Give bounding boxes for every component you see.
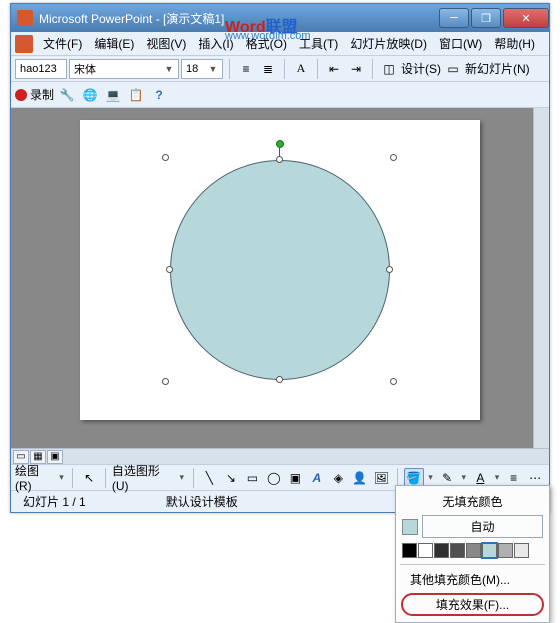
draw-menu[interactable]: 绘图(R) <box>15 462 55 493</box>
resize-handle[interactable] <box>390 154 397 161</box>
chevron-down-icon[interactable]: ▾ <box>459 472 469 483</box>
auto-color-button[interactable]: 自动 <box>422 515 543 538</box>
clipart-icon[interactable]: 👤 <box>350 468 370 488</box>
titlebar: Microsoft PowerPoint - [演示文稿1] ─ ❐ ✕ <box>11 4 549 32</box>
rotate-handle[interactable] <box>276 140 284 148</box>
numbering-icon[interactable]: ≣ <box>258 59 278 79</box>
circle-shape[interactable] <box>170 160 390 380</box>
fontsize-selector[interactable]: 18 ▼ <box>181 59 223 79</box>
fill-color-dropdown[interactable]: ▾ <box>426 472 436 483</box>
font-grow-icon[interactable]: A <box>291 59 311 79</box>
chevron-down-icon[interactable]: ▾ <box>177 472 187 483</box>
chevron-down-icon: ▼ <box>208 64 218 74</box>
menu-window[interactable]: 窗口(W) <box>433 33 488 54</box>
toolbar-icon-3[interactable]: 💻 <box>103 85 123 105</box>
template-name: 默认设计模板 <box>166 493 238 510</box>
resize-handle[interactable] <box>166 266 173 273</box>
menu-help[interactable]: 帮助(H) <box>488 33 541 54</box>
color-swatch[interactable] <box>482 543 497 558</box>
textbox-tool-icon[interactable]: ▣ <box>286 468 306 488</box>
slide-canvas <box>11 108 549 448</box>
menu-view[interactable]: 视图(V) <box>140 33 192 54</box>
chevron-down-icon[interactable]: ▾ <box>492 472 502 483</box>
newslide-label[interactable]: 新幻灯片(N) <box>465 60 530 77</box>
chevron-down-icon[interactable]: ▾ <box>57 472 67 483</box>
auto-color-swatch <box>402 519 418 535</box>
resize-handle[interactable] <box>276 376 283 383</box>
font-selector[interactable]: 宋体 ▼ <box>69 59 179 79</box>
increase-indent-icon[interactable]: ⇥ <box>346 59 366 79</box>
menu-insert[interactable]: 插入(I) <box>192 33 239 54</box>
slide[interactable] <box>80 120 480 420</box>
resize-handle[interactable] <box>162 154 169 161</box>
help-icon[interactable]: ? <box>149 85 169 105</box>
decrease-indent-icon[interactable]: ⇤ <box>324 59 344 79</box>
fill-color-menu: 无填充颜色 自动 其他填充颜色(M)... 填充效果(F)... <box>395 485 550 623</box>
newslide-icon[interactable]: ▭ <box>443 59 463 79</box>
close-button[interactable]: ✕ <box>503 8 549 28</box>
oval-tool-icon[interactable]: ◯ <box>264 468 284 488</box>
bullets-icon[interactable]: ≡ <box>236 59 256 79</box>
record-dot-icon <box>15 89 27 101</box>
color-swatch[interactable] <box>418 543 433 558</box>
pointer-icon[interactable]: ↖ <box>79 468 99 488</box>
menu-slideshow[interactable]: 幻灯片放映(D) <box>344 33 433 54</box>
menubar: 文件(F) 编辑(E) 视图(V) 插入(I) 格式(O) 工具(T) 幻灯片放… <box>11 32 549 56</box>
resize-handle[interactable] <box>276 156 283 163</box>
slide-counter: 幻灯片 1 / 1 <box>23 493 86 510</box>
toolbar-icon-2[interactable]: 🌐 <box>80 85 100 105</box>
toolbar-icon-4[interactable]: 📋 <box>126 85 146 105</box>
menu-edit[interactable]: 编辑(E) <box>88 33 140 54</box>
menu-format[interactable]: 格式(O) <box>240 33 293 54</box>
no-fill-item[interactable]: 无填充颜色 <box>400 490 545 513</box>
menu-tools[interactable]: 工具(T) <box>293 33 344 54</box>
record-label[interactable]: 录制 <box>30 86 54 103</box>
more-colors-item[interactable]: 其他填充颜色(M)... <box>400 568 545 591</box>
fill-effects-item[interactable]: 填充效果(F)... <box>401 593 544 616</box>
diagram-icon[interactable]: ◈ <box>329 468 349 488</box>
font-size: 18 <box>186 63 198 75</box>
view-bar: ▭ ▦ ▣ <box>11 448 549 464</box>
vertical-scrollbar[interactable] <box>533 108 549 448</box>
color-swatch[interactable] <box>498 543 513 558</box>
resize-handle[interactable] <box>162 378 169 385</box>
color-swatches <box>400 540 545 561</box>
powerpoint-icon <box>15 35 33 53</box>
picture-icon[interactable]: 🖼 <box>372 468 392 488</box>
rectangle-tool-icon[interactable]: ▭ <box>243 468 263 488</box>
color-swatch[interactable] <box>450 543 465 558</box>
window-title: Microsoft PowerPoint - [演示文稿1] <box>39 10 437 27</box>
wordart-icon[interactable]: A <box>307 468 327 488</box>
design-icon[interactable]: ◫ <box>379 59 399 79</box>
resize-handle[interactable] <box>386 266 393 273</box>
maximize-button[interactable]: ❐ <box>471 8 501 28</box>
hao123-box[interactable]: hao123 <box>15 59 67 79</box>
chevron-down-icon: ▼ <box>164 64 174 74</box>
color-swatch[interactable] <box>434 543 449 558</box>
app-window: Microsoft PowerPoint - [演示文稿1] ─ ❐ ✕ 文件(… <box>10 3 550 513</box>
color-swatch[interactable] <box>514 543 529 558</box>
minimize-button[interactable]: ─ <box>439 8 469 28</box>
autoshape-menu[interactable]: 自选图形(U) <box>112 462 175 493</box>
design-label[interactable]: 设计(S) <box>401 60 441 77</box>
toolbar-icon-1[interactable]: 🔧 <box>57 85 77 105</box>
record-toolbar: 录制 🔧 🌐 💻 📋 ? <box>11 82 549 108</box>
formatting-toolbar: hao123 宋体 ▼ 18 ▼ ≡ ≣ A ⇤ ⇥ ◫ 设计(S) ▭ 新幻灯片(… <box>11 56 549 82</box>
color-swatch[interactable] <box>466 543 481 558</box>
arrow-tool-icon[interactable]: ↘ <box>221 468 241 488</box>
app-icon <box>17 10 33 26</box>
font-name: 宋体 <box>74 61 96 77</box>
color-swatch[interactable] <box>402 543 417 558</box>
resize-handle[interactable] <box>390 378 397 385</box>
menu-file[interactable]: 文件(F) <box>37 33 88 54</box>
line-tool-icon[interactable]: ╲ <box>200 468 220 488</box>
